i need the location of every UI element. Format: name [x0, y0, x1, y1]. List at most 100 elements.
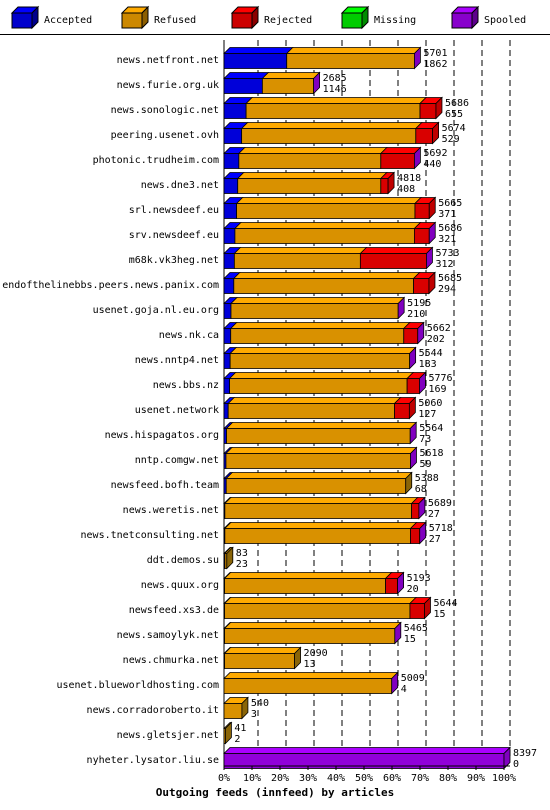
bar-segment-refused — [224, 653, 295, 669]
bar-segment-rejected — [419, 103, 437, 119]
bar-segment-refused — [225, 478, 407, 494]
legend-label: Refused — [154, 15, 196, 26]
bar-segment-refused — [236, 203, 416, 219]
bar-segment-accepted — [223, 403, 229, 419]
accepted-label: 68 — [415, 484, 427, 495]
value-labels: 5701186226851146568665556745295692440481… — [234, 48, 537, 770]
y-tick-label: news.gletsjer.net — [117, 730, 219, 741]
offered-label: 4818 — [397, 173, 421, 184]
y-tick-label: news.nk.ca — [159, 330, 219, 341]
y-tick-label: nntp.comgw.net — [135, 455, 219, 466]
bar-segment-refused — [237, 178, 382, 194]
offered-label: 5692 — [423, 148, 447, 159]
x-axis-title: Outgoing feeds (innfeed) by articles — [156, 786, 394, 799]
legend-item-accepted: Accepted — [10, 5, 92, 30]
y-tick-label: peering.usenet.ovh — [111, 130, 219, 141]
bar-end-cap — [413, 146, 421, 170]
y-tick-label: usenet.blueworldhosting.com — [56, 680, 219, 691]
bar-segment-top — [229, 322, 411, 329]
bar-segment-rejected — [406, 378, 420, 394]
bar-segment-refused — [233, 278, 414, 294]
x-tick-label: 80% — [439, 773, 457, 784]
bar-segment-top — [236, 172, 388, 179]
bar-segment-refused — [261, 78, 314, 94]
accepted-label: 23 — [236, 559, 248, 570]
offered-label: 2090 — [304, 648, 328, 659]
bar-end-cap — [409, 421, 417, 445]
bar-news-weretis-net — [223, 496, 426, 520]
legend-swatch — [11, 12, 33, 29]
bar-segment-top — [359, 247, 434, 254]
bar-newsfeed-bofh-team — [223, 471, 413, 495]
offered-label: 5686 — [438, 223, 462, 234]
bar-segment-accepted — [223, 303, 232, 319]
bar-segment-refused — [245, 103, 421, 119]
accepted-label: 210 — [407, 309, 425, 320]
legend-label: Spooled — [484, 15, 526, 26]
offered-label: 5665 — [438, 198, 462, 209]
y-tick-label: news.chmurka.net — [123, 655, 219, 666]
y-tick-label: endofthelinebbs.peers.news.panix.com — [2, 280, 219, 291]
bar-news-sonologic-net — [223, 96, 443, 120]
offered-label: 5388 — [415, 473, 439, 484]
bar-end-cap — [224, 721, 232, 745]
bar-segment-rejected — [385, 578, 398, 594]
bar-news-furie-org-uk — [223, 71, 321, 95]
y-tick-label: news.quux.org — [141, 580, 219, 591]
bar-segment-rejected — [394, 403, 410, 419]
bar-end-cap — [417, 321, 425, 345]
offered-label: 5701 — [423, 48, 447, 59]
bar-segment-refused — [241, 128, 417, 144]
bar-end-cap — [397, 296, 405, 320]
offered-label: 5644 — [433, 598, 457, 609]
accepted-label: 2 — [234, 734, 240, 745]
bar-segment-top — [223, 672, 399, 679]
bar-segment-rejected — [380, 153, 415, 169]
accepted-label: 294 — [438, 284, 456, 295]
bar-srl-newsdeef-eu — [223, 196, 437, 220]
y-tick-label: srl.newsdeef.eu — [129, 205, 219, 216]
accepted-label: 15 — [433, 609, 445, 620]
bar-end-cap — [391, 671, 399, 695]
bar-news-tnetconsulting-net — [223, 521, 427, 545]
bar-end-cap — [435, 96, 443, 120]
y-tick-label: news.corradoroberto.it — [87, 705, 219, 716]
offered-label: 83 — [236, 548, 248, 559]
x-tick-label: 20% — [271, 773, 289, 784]
bar-segment-top — [225, 422, 418, 429]
bar-end-cap — [426, 246, 433, 270]
bar-segment-accepted — [223, 253, 235, 269]
bar-segment-accepted — [223, 203, 237, 219]
bar-segment-refused — [233, 253, 361, 269]
bar-segment-rejected — [411, 503, 420, 519]
bar-news-dne3-net — [223, 171, 396, 195]
bar-segment-rejected — [415, 128, 433, 144]
bar-segment-refused — [224, 628, 396, 644]
bar-newsfeed-xs3-de — [223, 596, 432, 620]
accepted-label: 127 — [418, 409, 436, 420]
bar-segment-refused — [286, 53, 415, 69]
bar-end-cap — [405, 471, 413, 495]
bar-segment-top — [235, 197, 422, 204]
y-labels: news.netfront.net news.furie.org.uk news.s… — [2, 55, 219, 766]
bar-segment-top — [223, 497, 419, 504]
bar-segment-accepted — [223, 78, 263, 94]
offered-label: 8397 — [513, 748, 537, 759]
bar-segment-top — [233, 222, 422, 229]
bar-end-cap — [428, 196, 436, 220]
y-tick-label: news.samoylyk.net — [117, 630, 219, 641]
y-tick-label: m68k.vk3heg.net — [129, 255, 219, 266]
x-tick-label: 70% — [411, 773, 429, 784]
y-tick-label: news.sonologic.net — [111, 105, 219, 116]
legend-label: Accepted — [44, 15, 92, 26]
bar-segment-rejected — [413, 278, 430, 294]
legend-swatch — [341, 12, 363, 29]
bar-endofthelinebbs-peers-news-panix-com — [223, 271, 436, 295]
bar-segment-top — [285, 47, 422, 54]
bar-segment-top — [229, 347, 417, 354]
bar-segment-top — [223, 522, 418, 529]
bar-usenet-network — [223, 396, 417, 420]
bar-segment-refused — [229, 378, 408, 394]
bar-segment-rejected — [410, 528, 421, 544]
